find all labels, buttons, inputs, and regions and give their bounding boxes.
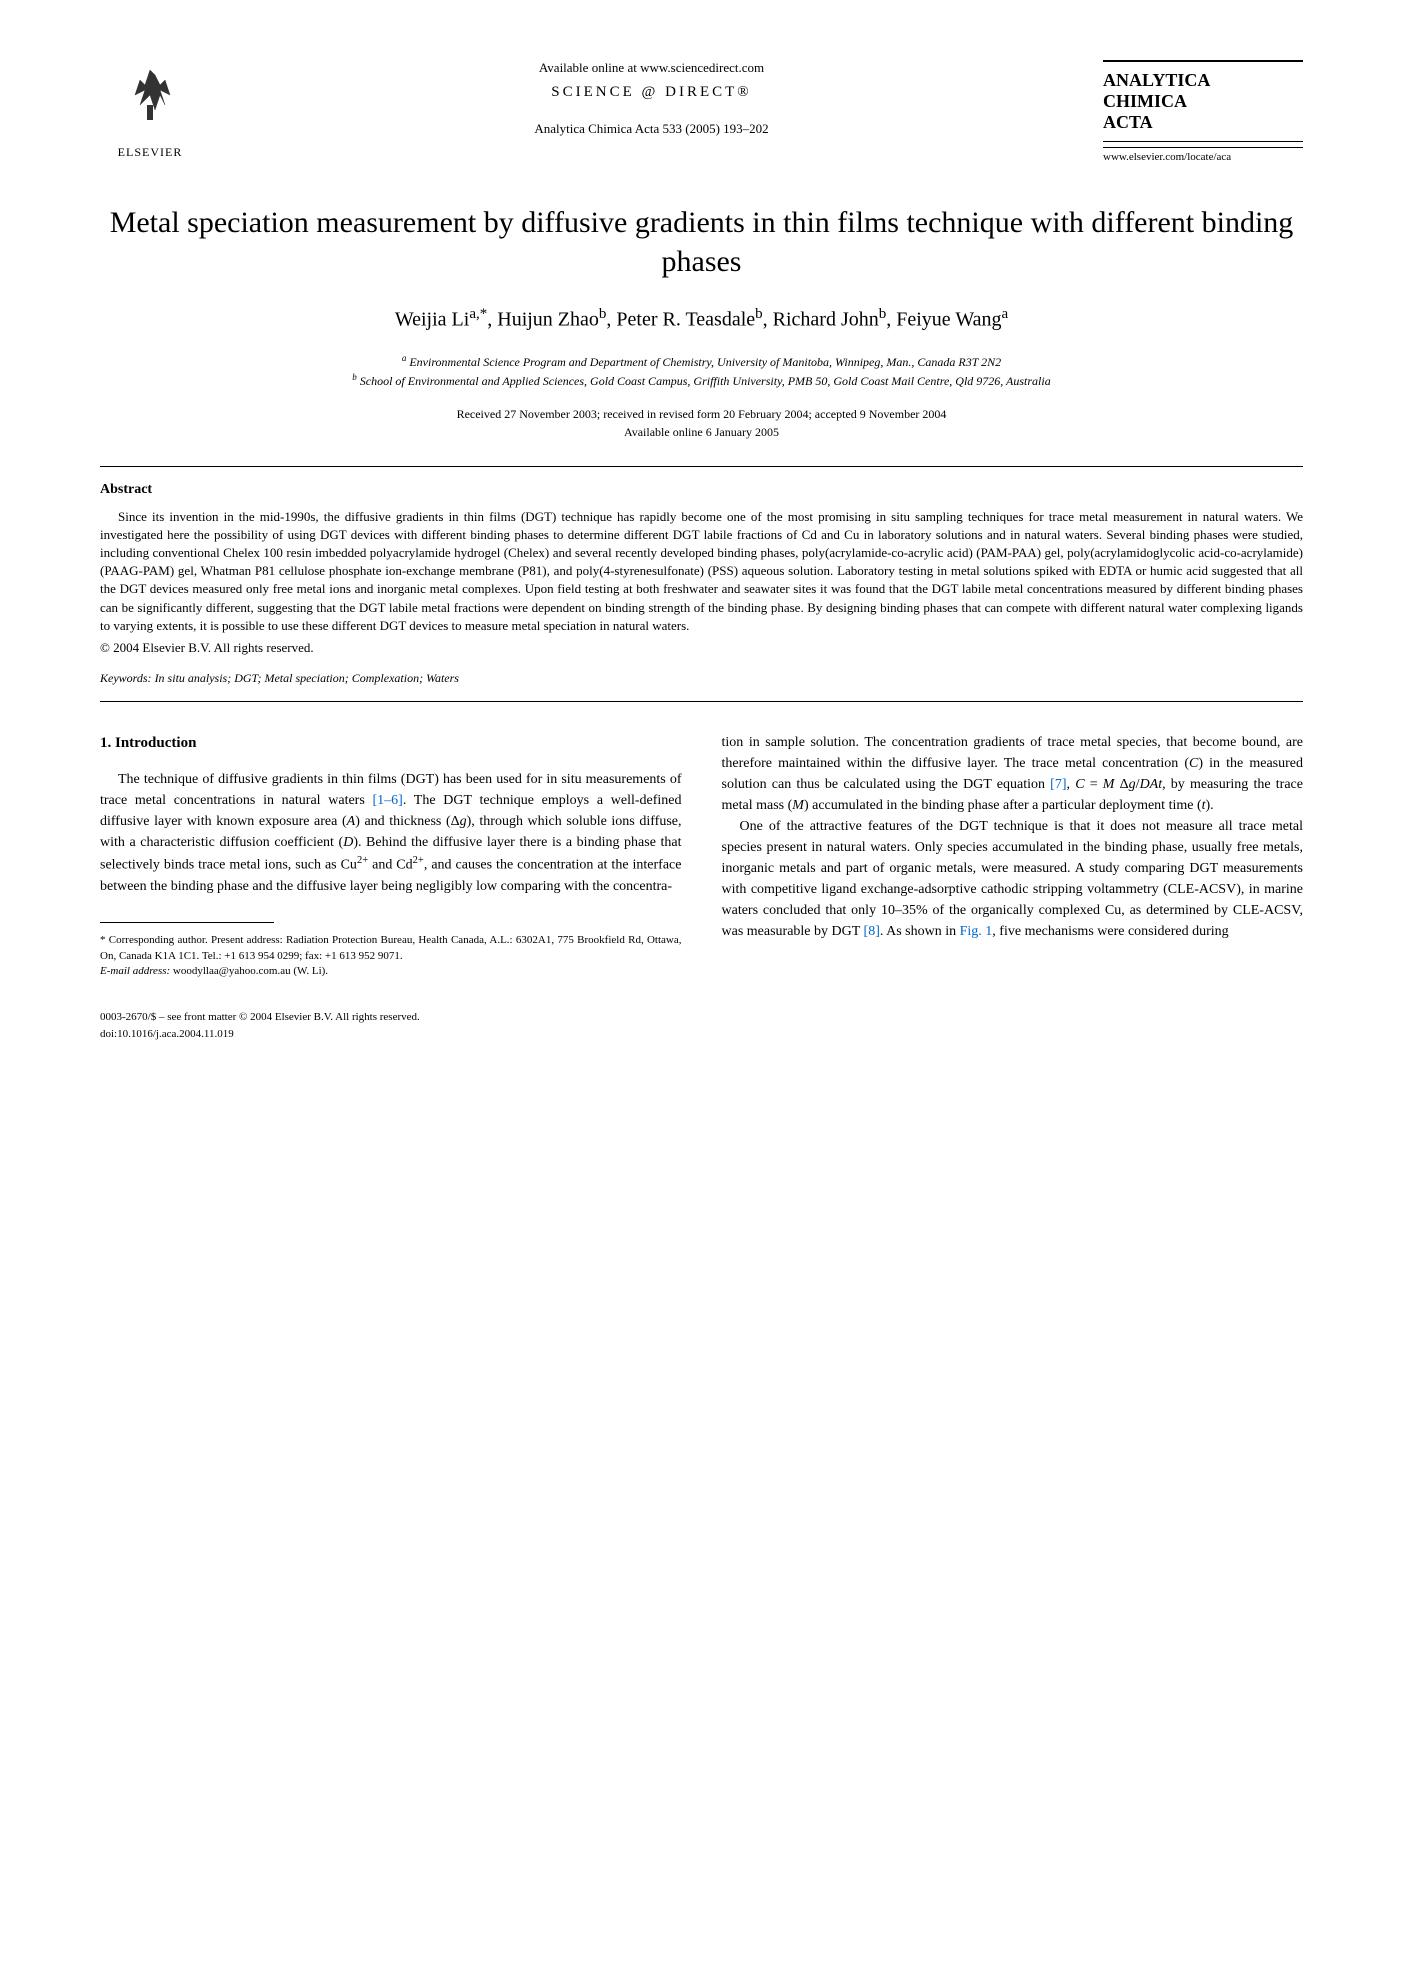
- keywords-text: In situ analysis; DGT; Metal speciation;…: [155, 671, 459, 685]
- article-title: Metal speciation measurement by diffusiv…: [100, 203, 1303, 281]
- abstract-heading: Abstract: [100, 482, 1303, 498]
- footer: 0003-2670/$ – see front matter © 2004 El…: [100, 1009, 682, 1042]
- abstract-copyright: © 2004 Elsevier B.V. All rights reserved…: [100, 640, 1303, 656]
- divider-bottom: [100, 701, 1303, 702]
- keywords-label: Keywords:: [100, 671, 152, 685]
- footnote-divider: [100, 922, 274, 923]
- dates-received: Received 27 November 2003; received in r…: [100, 405, 1303, 423]
- email-address: woodyllaa@yahoo.com.au (W. Li).: [173, 965, 328, 977]
- article-dates: Received 27 November 2003; received in r…: [100, 405, 1303, 441]
- email-label: E-mail address:: [100, 965, 170, 977]
- corresponding-author-footnote: * Corresponding author. Present address:…: [100, 933, 682, 964]
- header-section: ELSEVIER Available online at www.science…: [100, 60, 1303, 163]
- ref-link-1-6[interactable]: [1–6]: [373, 793, 403, 808]
- divider-top: [100, 466, 1303, 467]
- intro-paragraph-2: One of the attractive features of the DG…: [722, 816, 1304, 942]
- ref-link-fig1[interactable]: Fig. 1: [960, 924, 993, 939]
- dates-available: Available online 6 January 2005: [100, 423, 1303, 441]
- footer-line1: 0003-2670/$ – see front matter © 2004 El…: [100, 1009, 682, 1026]
- journal-title-line1: ANALYTICA: [1103, 70, 1303, 91]
- affiliations: a Environmental Science Program and Depa…: [100, 352, 1303, 390]
- center-header: Available online at www.sciencedirect.co…: [200, 60, 1103, 137]
- section-1-heading: 1. Introduction: [100, 732, 682, 755]
- main-content: 1. Introduction The technique of diffusi…: [100, 732, 1303, 1042]
- elsevier-tree-icon: [115, 60, 185, 140]
- keywords: Keywords: In situ analysis; DGT; Metal s…: [100, 671, 1303, 686]
- affiliation-b: b School of Environmental and Applied Sc…: [100, 371, 1303, 390]
- available-online-text: Available online at www.sciencedirect.co…: [200, 60, 1103, 76]
- elsevier-logo: ELSEVIER: [100, 60, 200, 160]
- journal-title: ANALYTICA CHIMICA ACTA: [1103, 60, 1303, 142]
- ref-link-8[interactable]: [8]: [864, 924, 880, 939]
- column-right: tion in sample solution. The concentrati…: [722, 732, 1304, 1042]
- authors-list: Weijia Lia,*, Huijun Zhaob, Peter R. Tea…: [100, 306, 1303, 332]
- email-footnote: E-mail address: woodyllaa@yahoo.com.au (…: [100, 964, 682, 979]
- intro-paragraph-1: The technique of diffusive gradients in …: [100, 769, 682, 897]
- journal-title-block: ANALYTICA CHIMICA ACTA www.elsevier.com/…: [1103, 60, 1303, 163]
- journal-title-line3: ACTA: [1103, 112, 1303, 133]
- journal-url: www.elsevier.com/locate/aca: [1103, 147, 1303, 163]
- footer-doi: doi:10.1016/j.aca.2004.11.019: [100, 1026, 682, 1043]
- abstract-text: Since its invention in the mid-1990s, th…: [100, 508, 1303, 635]
- ref-link-7[interactable]: [7]: [1050, 777, 1066, 792]
- elsevier-label: ELSEVIER: [118, 145, 183, 160]
- column-left: 1. Introduction The technique of diffusi…: [100, 732, 682, 1042]
- affiliation-a: a Environmental Science Program and Depa…: [100, 352, 1303, 371]
- science-direct-text: SCIENCE @ DIRECT®: [200, 84, 1103, 101]
- journal-title-line2: CHIMICA: [1103, 91, 1303, 112]
- journal-reference: Analytica Chimica Acta 533 (2005) 193–20…: [200, 121, 1103, 137]
- intro-paragraph-1-cont: tion in sample solution. The concentrati…: [722, 732, 1304, 816]
